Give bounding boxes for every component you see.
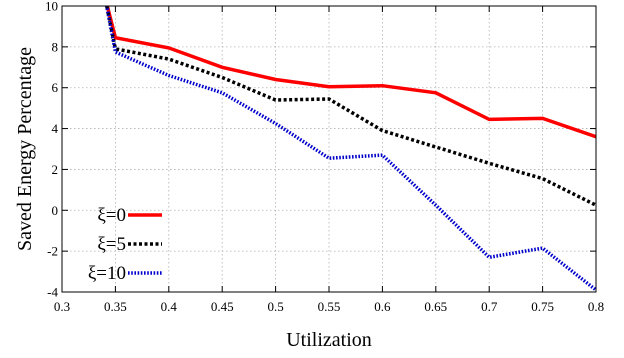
series-line-0 [105, 6, 596, 139]
x-tick-label: 0.7 [481, 299, 498, 314]
tick-labels: 0.3 0.35 0.4 0.45 0.5 0.55 0.6 0.65 0.7 0.75 0.8 -4… [45, 0, 604, 314]
x-tick-label: 0.4 [161, 299, 178, 314]
plot-frame [61, 5, 597, 293]
y-tick-label: -4 [47, 285, 58, 300]
y-tick-label: 10 [45, 0, 58, 14]
x-tick-label: 0.65 [424, 299, 447, 314]
x-tick-label: 0.3 [54, 299, 70, 314]
y-tick-label: -2 [47, 244, 58, 259]
y-tick-label: 4 [52, 121, 59, 136]
x-tick-label: 0.45 [211, 299, 234, 314]
legend-label-1: ξ=5 [97, 234, 126, 255]
x-tick-label: 0.5 [267, 299, 283, 314]
y-tick-label: 0 [52, 203, 59, 218]
grid [62, 6, 596, 292]
y-tick-label: 2 [52, 162, 59, 177]
x-tick-label: 0.6 [374, 299, 391, 314]
x-tick-label: 0.55 [318, 299, 341, 314]
series-layer [104, 6, 596, 292]
y-axis-title: Saved Energy Percentage [14, 47, 36, 251]
y-tick-label: 6 [52, 80, 59, 95]
legend-label-0: ξ=0 [97, 205, 126, 226]
y-tick-label: 8 [52, 39, 59, 54]
x-tick-label: 0.8 [588, 299, 604, 314]
series-line-2 [104, 6, 596, 292]
x-tick-label: 0.35 [104, 299, 127, 314]
legend-label-2: ξ=10 [88, 263, 126, 284]
legend: ξ=0 ξ=5 ξ=10 [88, 205, 162, 284]
series-line-1 [104, 6, 596, 207]
x-axis-title: Utilization [286, 329, 372, 351]
ticks [61, 5, 597, 293]
x-tick-label: 0.75 [531, 299, 554, 314]
